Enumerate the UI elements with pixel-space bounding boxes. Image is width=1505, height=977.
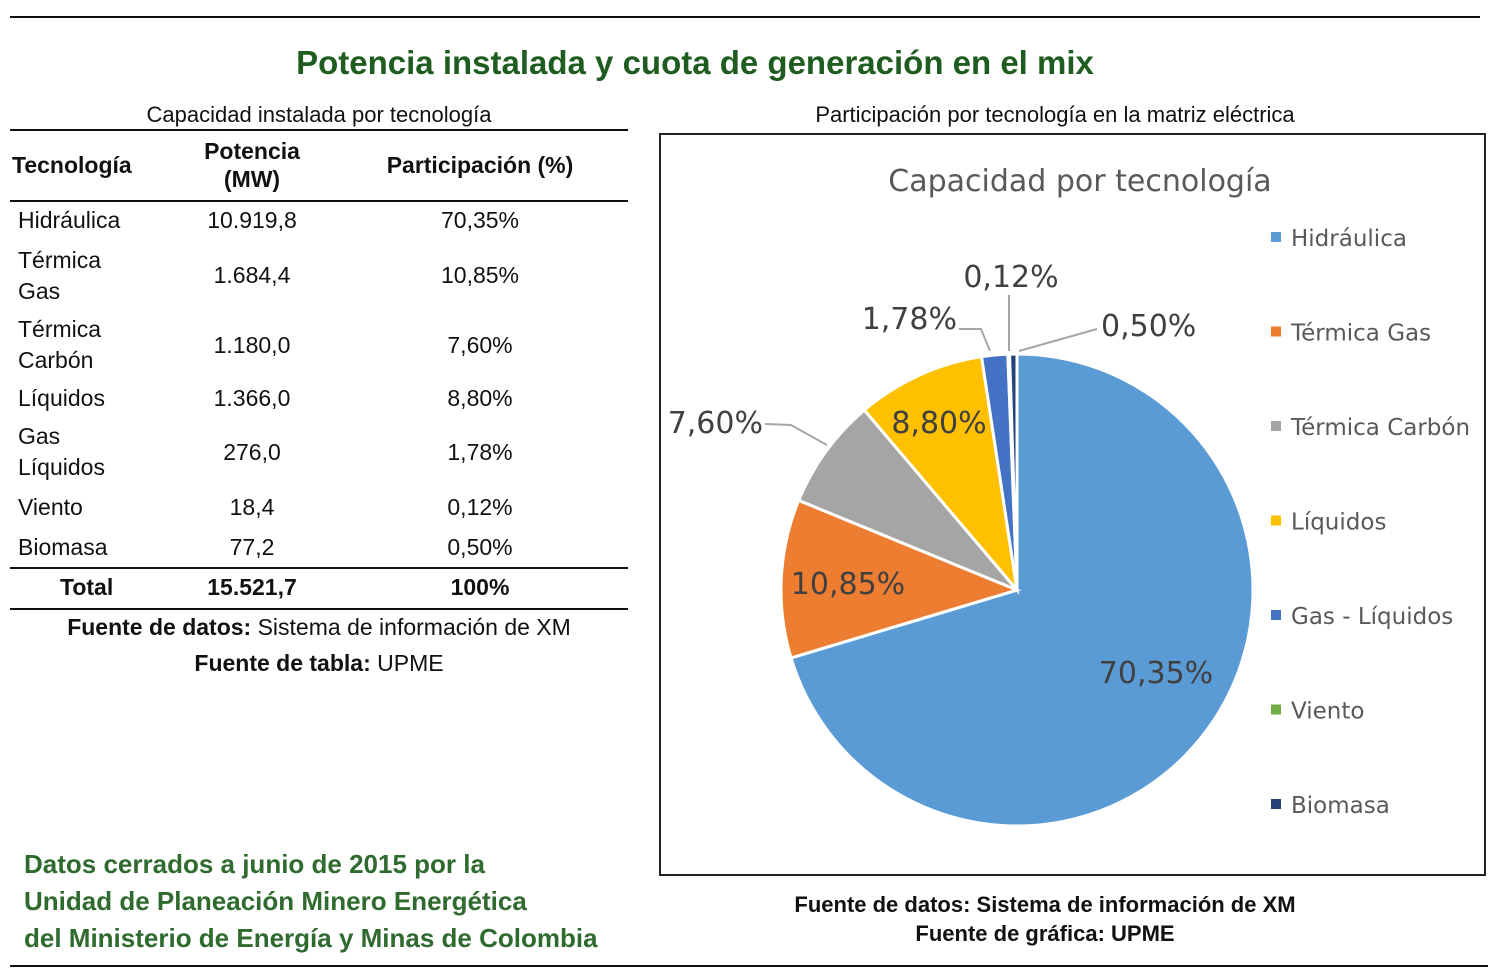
cell-participacion: 10,85% bbox=[440, 262, 519, 288]
table-bottom-rule bbox=[10, 608, 628, 610]
pie-slice-1 bbox=[779, 498, 1022, 660]
cell-tecnologia: Viento bbox=[18, 494, 83, 520]
legend-swatch-2 bbox=[1271, 421, 1281, 431]
chart-title: Capacidad por tecnología bbox=[888, 164, 1271, 199]
header-potencia: Potencia (MW) bbox=[182, 137, 322, 193]
cell-tecnologia: Térmica Carbón bbox=[18, 316, 102, 373]
cell-participacion: 7,60% bbox=[447, 332, 513, 358]
cell-potencia: 18,4 bbox=[229, 494, 275, 520]
cell-participacion: 8,80% bbox=[447, 385, 513, 411]
data-label-4: 1,78% bbox=[862, 302, 957, 337]
legend-label-6: Biomasa bbox=[1291, 793, 1390, 819]
top-rule bbox=[10, 16, 1480, 18]
pie-slice-3 bbox=[862, 354, 1020, 596]
legend-swatch-3 bbox=[1271, 515, 1281, 526]
cell-participacion: 1,78% bbox=[447, 439, 513, 465]
cell-tecnologia: Gas Líquidos bbox=[18, 423, 105, 480]
chart-source-chart: Fuente de gráfica: UPME bbox=[915, 921, 1175, 946]
data-label-5: 0,12% bbox=[963, 260, 1058, 295]
legend-label-1: Térmica Gas bbox=[1290, 321, 1431, 347]
cell-potencia: 77,2 bbox=[229, 534, 275, 560]
pie-chart: Capacidad por tecnología 70,35% 10,85% 8,80… bbox=[668, 164, 1470, 828]
chart-caption: Participación por tecnología en la matri… bbox=[815, 102, 1295, 127]
data-label-3: 8,80% bbox=[891, 406, 986, 441]
cell-participacion: 70,35% bbox=[440, 207, 519, 233]
legend-swatch-6 bbox=[1271, 799, 1281, 809]
legend-label-3: Líquidos bbox=[1291, 510, 1386, 536]
table-caption: Capacidad instalada por tecnología bbox=[146, 102, 492, 127]
table-total-rule bbox=[10, 567, 628, 569]
pie-slice-6 bbox=[1008, 352, 1019, 591]
page-title: Potencia instalada y cuota de generación… bbox=[296, 44, 1094, 81]
total-label: Total bbox=[60, 574, 114, 600]
footer-note-line: Unidad de Planeación Minero Energética bbox=[24, 886, 527, 916]
footer-note: Datos cerrados a junio de 2015 por la Un… bbox=[24, 846, 714, 957]
legend-swatch-0 bbox=[1271, 232, 1281, 242]
legend-swatch-4 bbox=[1271, 610, 1281, 620]
footer-note-line: del Ministerio de Energía y Minas de Col… bbox=[24, 923, 598, 953]
cell-tecnologia: Biomasa bbox=[18, 534, 108, 560]
cell-potencia: 1.180,0 bbox=[213, 332, 291, 358]
table-top-rule bbox=[10, 129, 628, 131]
cell-potencia: 276,0 bbox=[223, 439, 281, 465]
table-header-rule bbox=[10, 200, 628, 202]
cell-potencia: 1.366,0 bbox=[213, 385, 291, 411]
table-source-data: Fuente de datos: Sistema de información … bbox=[67, 614, 571, 640]
total-participacion: 100% bbox=[450, 574, 510, 600]
leader-line-6 bbox=[1018, 328, 1098, 352]
footer-note-line: Datos cerrados a junio de 2015 por la bbox=[24, 849, 485, 879]
data-label-2: 7,60% bbox=[668, 406, 763, 441]
legend-swatch-5 bbox=[1271, 704, 1281, 715]
chart-frame bbox=[659, 133, 1486, 876]
header-tecnologia: Tecnología bbox=[12, 152, 132, 178]
legend-swatch-1 bbox=[1271, 326, 1281, 337]
chart-source-data: Fuente de datos: Sistema de información … bbox=[794, 892, 1296, 917]
legend-label-4: Gas - Líquidos bbox=[1291, 604, 1453, 630]
bottom-rule bbox=[10, 965, 1488, 967]
table-header: Tecnología Potencia (MW) Participación (… bbox=[10, 137, 628, 207]
pie-slice-2 bbox=[796, 407, 1019, 592]
leader-line-4 bbox=[959, 328, 991, 352]
header-potencia-line2: (MW) bbox=[223, 166, 281, 192]
legend-label-2: Térmica Carbón bbox=[1290, 415, 1470, 441]
legend-label-5: Viento bbox=[1291, 699, 1364, 725]
data-label-6: 0,50% bbox=[1101, 309, 1196, 344]
legend-label-0: Hidráulica bbox=[1291, 226, 1407, 252]
cell-tecnologia: Líquidos bbox=[18, 385, 105, 411]
data-label-0: 70,35% bbox=[1099, 656, 1213, 691]
data-label-1: 10,85% bbox=[791, 567, 905, 602]
pie-slice-0 bbox=[789, 352, 1255, 828]
cell-tecnologia: Térmica Gas bbox=[18, 247, 102, 304]
header-potencia-line1: Potencia bbox=[204, 138, 300, 164]
cell-participacion: 0,50% bbox=[447, 534, 513, 560]
cell-participacion: 0,12% bbox=[447, 494, 513, 520]
leader-line-2 bbox=[764, 423, 828, 446]
cell-tecnologia: Hidráulica bbox=[18, 207, 121, 233]
cell-potencia: 10.919,8 bbox=[207, 207, 297, 233]
total-potencia: 15.521,7 bbox=[207, 574, 297, 600]
table-source-table: Fuente de tabla: UPME bbox=[194, 650, 444, 676]
cell-potencia: 1.684,4 bbox=[213, 262, 291, 288]
header-participacion: Participación (%) bbox=[386, 152, 574, 178]
